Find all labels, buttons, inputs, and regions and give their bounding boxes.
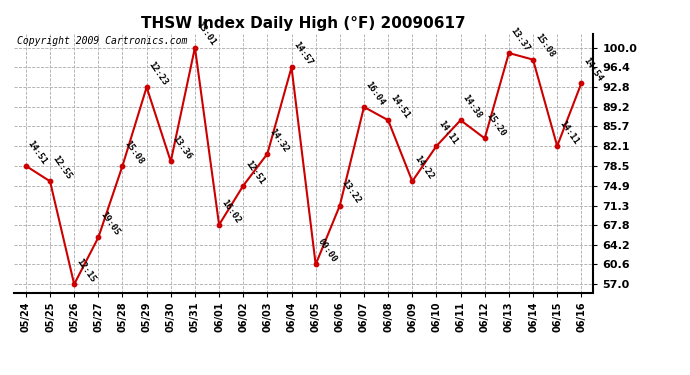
Text: 15:08: 15:08 [533, 33, 556, 60]
Text: 14:51: 14:51 [388, 93, 411, 120]
Point [382, 117, 393, 123]
Text: 13:37: 13:37 [509, 26, 532, 53]
Text: 12:23: 12:23 [146, 60, 170, 87]
Point [286, 64, 297, 70]
Text: 12:51: 12:51 [243, 159, 266, 186]
Point [141, 84, 152, 90]
Point [504, 50, 515, 56]
Text: 16:04: 16:04 [364, 80, 387, 107]
Text: 12:15: 12:15 [75, 257, 97, 284]
Point [575, 80, 586, 86]
Text: 14:11: 14:11 [436, 119, 460, 146]
Point [527, 57, 538, 63]
Text: 15:08: 15:08 [123, 139, 146, 166]
Text: 14:22: 14:22 [412, 154, 435, 181]
Point [431, 143, 442, 149]
Point [21, 163, 32, 169]
Point [165, 159, 176, 165]
Text: 13:22: 13:22 [339, 178, 363, 206]
Title: THSW Index Daily High (°F) 20090617: THSW Index Daily High (°F) 20090617 [141, 16, 466, 31]
Text: 14:38: 14:38 [461, 93, 484, 120]
Text: 19:05: 19:05 [98, 210, 121, 237]
Point [334, 202, 345, 208]
Text: 14:57: 14:57 [291, 40, 315, 68]
Text: 14:32: 14:32 [268, 127, 290, 154]
Point [214, 222, 225, 228]
Point [237, 183, 248, 189]
Text: 14:54: 14:54 [581, 56, 604, 83]
Text: 15:20: 15:20 [484, 111, 508, 138]
Point [406, 178, 417, 184]
Point [359, 104, 370, 110]
Point [117, 163, 128, 169]
Point [310, 261, 321, 267]
Point [552, 143, 563, 149]
Text: 00:00: 00:00 [315, 237, 339, 264]
Point [189, 45, 200, 51]
Text: 13:01: 13:01 [195, 20, 218, 48]
Point [44, 178, 55, 184]
Text: Copyright 2009 Cartronics.com: Copyright 2009 Cartronics.com [17, 36, 187, 46]
Text: 12:55: 12:55 [50, 154, 73, 181]
Text: 14:11: 14:11 [558, 119, 580, 146]
Point [262, 151, 273, 157]
Point [455, 117, 466, 123]
Point [479, 135, 490, 141]
Text: 14:51: 14:51 [26, 139, 49, 166]
Point [69, 281, 79, 287]
Text: 16:02: 16:02 [219, 198, 242, 225]
Point [92, 234, 104, 240]
Text: 13:36: 13:36 [170, 134, 194, 162]
